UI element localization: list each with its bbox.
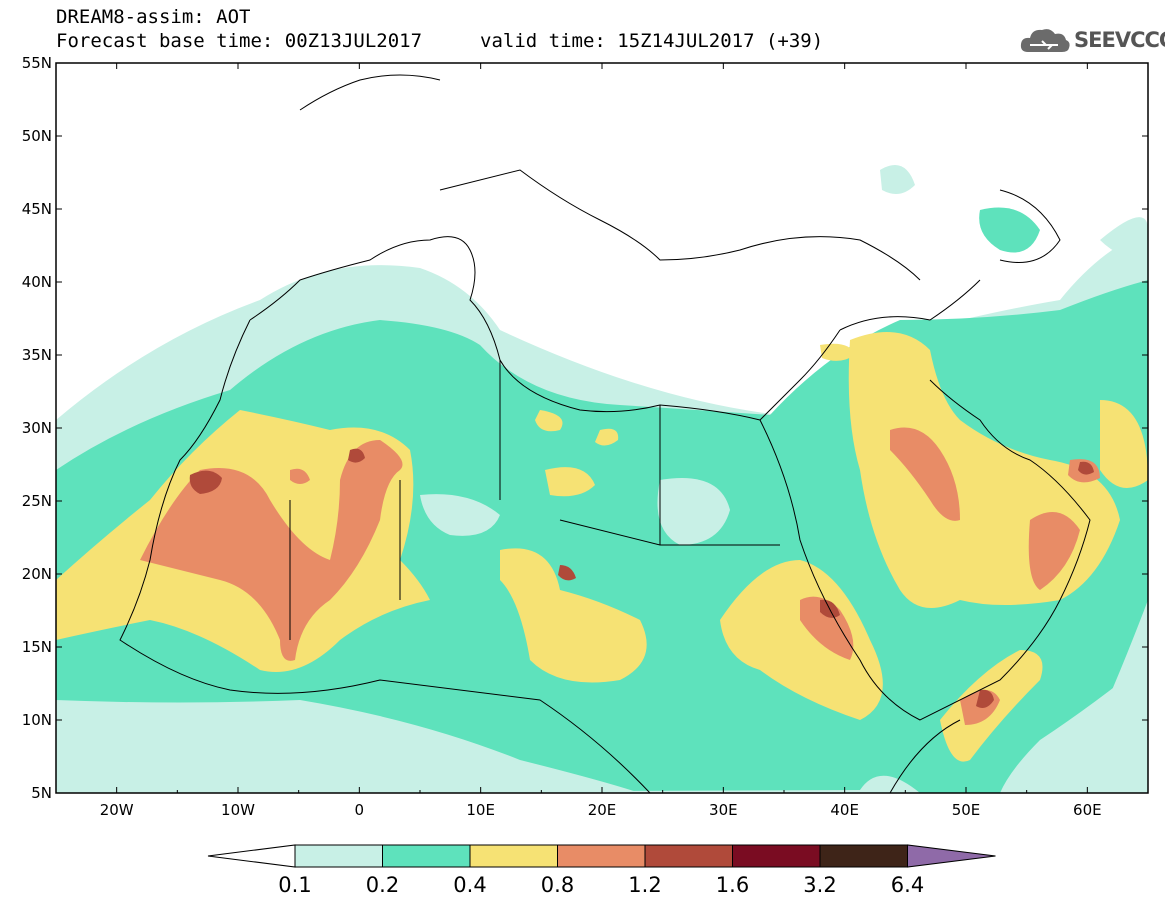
cloud-icon [1020, 29, 1070, 52]
logo-text: SEEVCCC [1074, 28, 1165, 52]
lat-tick-label: 35N [22, 346, 52, 364]
colorbar-segment [382, 844, 471, 868]
lat-tick-label: 55N [22, 54, 52, 72]
colorbar-high-arrow [907, 844, 996, 868]
lat-tick-label: 40N [22, 273, 52, 291]
colorbar-label: 0.1 [278, 873, 312, 897]
colorbar-label: 3.2 [803, 873, 837, 897]
lat-tick-label: 15N [22, 638, 52, 656]
colorbar-segment [469, 844, 558, 868]
colorbar-segment [644, 844, 733, 868]
lon-tick-label: 10E [466, 801, 495, 819]
lat-tick-label: 45N [22, 200, 52, 218]
forecast-base-time: Forecast base time: 00Z13JUL2017 [56, 30, 423, 52]
lon-tick-label: 0 [355, 801, 365, 819]
colorbar-label: 1.2 [628, 873, 662, 897]
colorbar-segment [732, 844, 821, 868]
colorbar [207, 844, 996, 868]
colorbar-label: 0.8 [540, 873, 575, 897]
colorbar-segment [819, 844, 908, 868]
lat-tick-label: 25N [22, 492, 52, 510]
aot-band-1.2 [189, 470, 222, 494]
colorbar-segment [557, 844, 646, 868]
lon-tick-label: 30E [709, 801, 738, 819]
colorbar-label: 0.4 [453, 873, 487, 897]
lon-tick-label: 50E [952, 801, 981, 819]
axis-ticks: 55N 50N 45N 40N 35N 30N 25N 20N 15N 10N 5N 20W 10W 0 1… [22, 54, 1149, 819]
lat-tick-label: 5N [31, 784, 52, 802]
lon-tick-label: 60E [1073, 801, 1102, 819]
valid-time: valid time: 15Z14JUL2017 (+39) [480, 30, 824, 52]
lon-tick-label: 40E [830, 801, 859, 819]
lon-tick-label: 20W [100, 801, 134, 819]
lat-tick-label: 20N [22, 565, 52, 583]
coastlines [119, 74, 1091, 793]
map-title: DREAM8-assim: AOT [56, 6, 251, 28]
aot-field [56, 63, 1148, 793]
lon-tick-label: 10W [221, 801, 255, 819]
lat-tick-label: 30N [22, 419, 52, 437]
colorbar-label: 6.4 [890, 873, 925, 897]
colorbar-low-arrow [207, 844, 296, 868]
lon-tick-label: 20E [588, 801, 617, 819]
lat-tick-label: 10N [22, 711, 52, 729]
aot-band-0.8 [140, 440, 403, 661]
lat-tick-label: 50N [22, 127, 52, 145]
seevccc-logo: SEEVCCC [1018, 24, 1165, 58]
colorbar-segment [294, 844, 383, 868]
colorbar-label: 1.6 [715, 873, 750, 897]
colorbar-label: 0.2 [365, 873, 400, 897]
